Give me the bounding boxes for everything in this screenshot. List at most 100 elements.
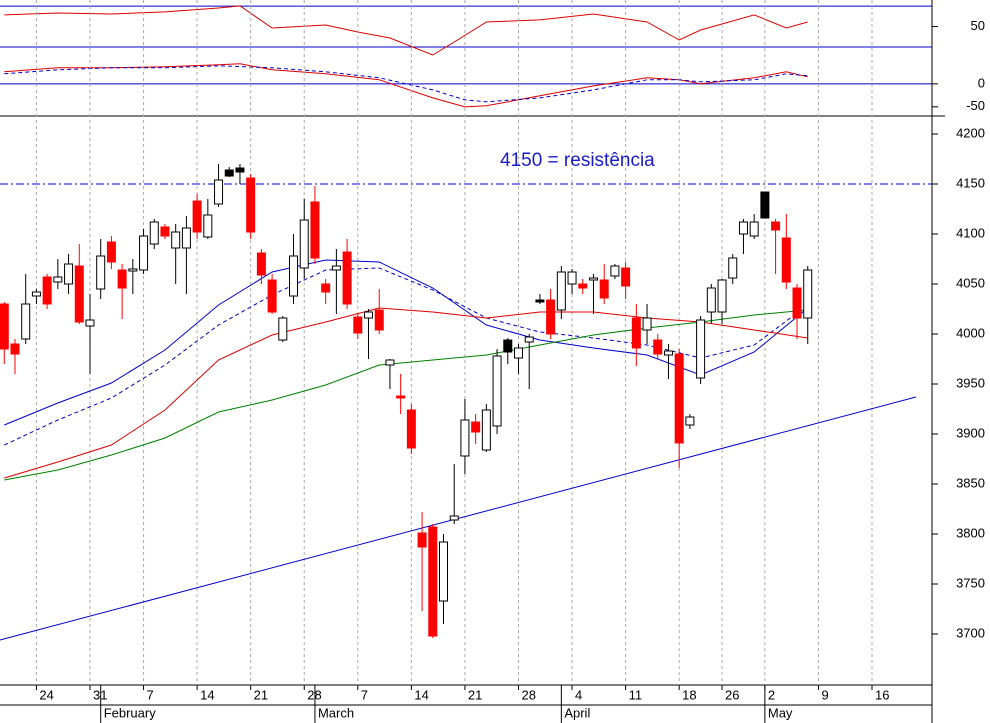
- x-tick-label: 24: [39, 687, 53, 702]
- candle-body: [96, 255, 106, 290]
- candle-body: [117, 269, 127, 289]
- candle-body: [417, 532, 427, 548]
- month-label: February: [104, 705, 157, 720]
- y-tick-label: 0: [978, 75, 985, 90]
- x-tick-label: 14: [200, 687, 214, 702]
- month-label: March: [318, 705, 354, 720]
- candle-body: [460, 419, 470, 457]
- candle-body: [235, 167, 245, 173]
- candle-body: [299, 219, 309, 269]
- candle-body: [64, 263, 74, 285]
- x-tick-label: 28: [521, 687, 535, 702]
- candle-body: [353, 316, 363, 334]
- candle-body: [256, 252, 266, 276]
- y-tick-label: 50: [971, 18, 985, 33]
- candle-body: [42, 276, 52, 305]
- candle-body: [74, 265, 84, 323]
- series-line: [4, 259, 809, 426]
- candle-body: [396, 395, 406, 399]
- y-tick-label: 4000: [956, 325, 985, 340]
- candle-body: [696, 319, 706, 379]
- candle-body: [524, 336, 534, 343]
- candle-body: [192, 200, 202, 233]
- candle-body: [267, 279, 277, 313]
- candle-body: [781, 237, 791, 283]
- candle-body: [535, 299, 545, 303]
- candle-body: [428, 526, 438, 637]
- candle-body: [792, 287, 802, 319]
- candle-body: [289, 255, 299, 297]
- candle-body: [674, 353, 684, 444]
- candle-body: [481, 409, 491, 451]
- x-tick-label: 21: [468, 687, 482, 702]
- series-line: [4, 65, 808, 103]
- candle-body: [53, 276, 63, 283]
- candle-body: [364, 311, 374, 319]
- x-tick-label: 26: [725, 687, 739, 702]
- candle-body: [621, 267, 631, 287]
- x-tick-label: 11: [629, 687, 643, 702]
- y-tick-label: 3900: [956, 425, 985, 440]
- candle-body: [738, 221, 748, 235]
- month-label: May: [768, 705, 793, 720]
- candle-body: [588, 277, 598, 281]
- candle-body: [406, 409, 416, 449]
- series-line: [4, 267, 808, 446]
- candle-body: [149, 221, 159, 245]
- candle-body: [471, 421, 481, 433]
- y-tick-label: 3700: [956, 625, 985, 640]
- candle-body: [578, 283, 588, 289]
- candle-body: [224, 169, 234, 177]
- candle-body: [439, 541, 449, 602]
- candle-body: [160, 226, 170, 237]
- candle-body: [385, 359, 395, 366]
- x-tick-label: 9: [821, 687, 828, 702]
- y-tick-label: 4200: [956, 125, 985, 140]
- candle-body: [139, 235, 149, 271]
- candle-body: [760, 191, 770, 219]
- candle-body: [492, 355, 502, 427]
- candle-body: [310, 201, 320, 259]
- candle-body: [21, 303, 31, 340]
- candle-body: [771, 221, 781, 231]
- y-tick-label: 3800: [956, 525, 985, 540]
- x-tick-label: 4: [575, 687, 582, 702]
- annotation: 4150 = resistência: [500, 150, 655, 171]
- candle-body: [85, 319, 95, 327]
- x-tick-label: 14: [414, 687, 428, 702]
- candle-body: [171, 231, 181, 249]
- candle-body: [214, 179, 224, 205]
- series-line: [4, 309, 808, 481]
- candle-body: [278, 317, 288, 341]
- candle-body: [717, 279, 727, 313]
- y-tick-label: 4150: [956, 175, 985, 190]
- candle-body: [685, 416, 695, 426]
- candle-body: [556, 271, 566, 311]
- candle-body: [331, 265, 341, 271]
- x-tick-label: 7: [147, 687, 154, 702]
- candle-body: [749, 221, 759, 237]
- y-tick-label: 4050: [956, 275, 985, 290]
- y-tick-label: 3850: [956, 475, 985, 490]
- x-tick-label: 18: [682, 687, 696, 702]
- candle-body: [342, 251, 352, 305]
- y-tick-label: 4100: [956, 225, 985, 240]
- candle-body: [728, 257, 738, 279]
- x-tick-label: 2: [768, 687, 775, 702]
- candle-body: [663, 350, 673, 356]
- candle-body: [503, 339, 513, 353]
- y-tick-label: 3750: [956, 575, 985, 590]
- x-tick-label: 21: [254, 687, 268, 702]
- y-tick-label: -50: [966, 98, 985, 113]
- candle-body: [181, 227, 191, 249]
- x-tick-label: 16: [875, 687, 889, 702]
- series-line: [4, 307, 808, 479]
- candle-body: [642, 317, 652, 331]
- candle-body: [0, 303, 9, 350]
- candle-body: [803, 269, 813, 319]
- candle-body: [321, 283, 331, 293]
- y-tick-label: 3950: [956, 375, 985, 390]
- candle-body: [203, 214, 213, 238]
